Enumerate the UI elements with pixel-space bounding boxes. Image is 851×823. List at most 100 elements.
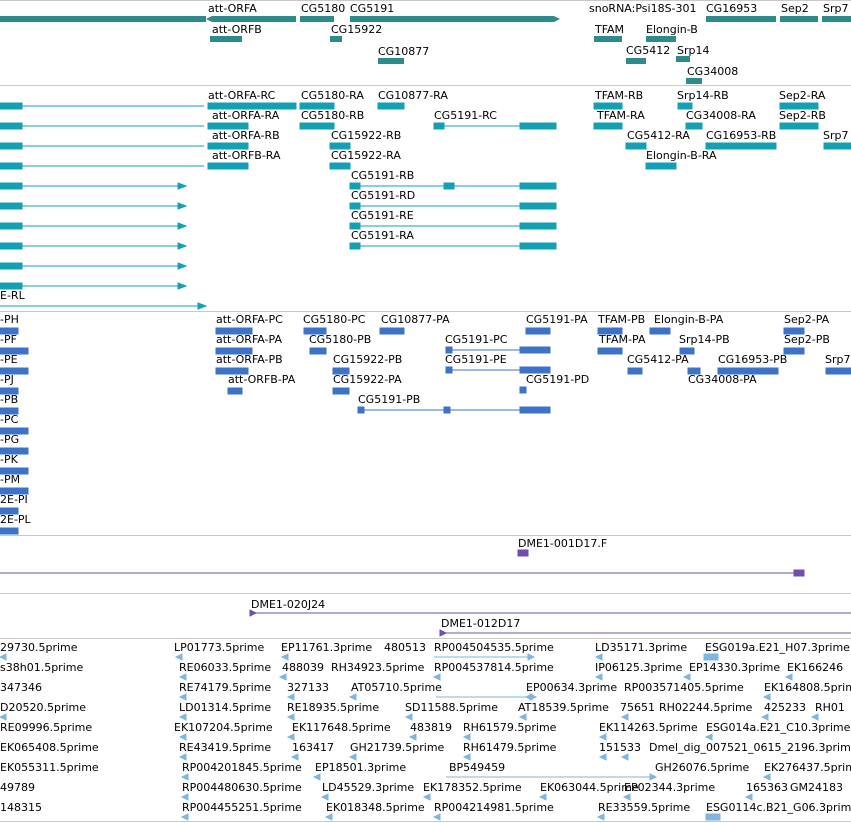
protein-label[interactable]: Sep2-PB xyxy=(784,333,830,346)
protein-label[interactable]: CG5191-PC xyxy=(445,333,508,346)
est-label[interactable]: 163417 xyxy=(292,741,334,754)
est-label[interactable]: Dmel_dig_007521_0615_2196.3prime xyxy=(649,741,851,754)
est-label[interactable]: 49789 xyxy=(0,781,35,794)
protein-label[interactable]: att-ORFA-PC xyxy=(216,313,283,326)
protein-label[interactable]: -PE xyxy=(0,353,18,366)
est-label[interactable]: 151533 xyxy=(599,741,641,754)
gene-label-cg5412[interactable]: CG5412 xyxy=(626,44,671,57)
protein-label[interactable]: CG15922-PB xyxy=(333,353,403,366)
est-label[interactable]: AT18539.5prime xyxy=(518,701,609,714)
est-label[interactable]: EK117648.5prime xyxy=(292,721,391,734)
transcript-label[interactable]: CG5180-RA xyxy=(301,89,364,102)
est-label[interactable]: RH02244.5prime xyxy=(659,701,753,714)
gene-label-elongin-b[interactable]: Elongin-B xyxy=(646,23,698,36)
est-label[interactable]: RE33559.5prime xyxy=(598,801,691,814)
transcript-label[interactable]: CG16953-RB xyxy=(706,129,777,142)
gene-label-srp7[interactable]: Srp7 xyxy=(823,2,849,15)
est-label[interactable]: 480513 xyxy=(384,641,426,654)
protein-label[interactable]: Srp7 xyxy=(825,353,851,366)
est-label[interactable]: 347346 xyxy=(0,681,42,694)
transcript-label[interactable]: CG5191-RA xyxy=(351,229,414,242)
clone-label-dme1-020j24[interactable]: DME1-020J24 xyxy=(251,598,326,611)
protein-label[interactable]: 2E-PI xyxy=(0,493,28,506)
protein-label[interactable]: CG5191-PE xyxy=(445,353,507,366)
protein-label[interactable]: CG5191-PD xyxy=(526,373,590,386)
protein-label[interactable]: -PG xyxy=(0,433,20,446)
est-label[interactable]: RP004480630.5prime xyxy=(182,781,302,794)
est-label[interactable]: D20520.5prime xyxy=(0,701,87,714)
est-label[interactable]: ESG019a.E21_H07.3prime xyxy=(705,641,850,654)
protein-label[interactable]: -PB xyxy=(0,393,19,406)
protein-label[interactable]: CG5191-PA xyxy=(526,313,588,326)
transcript-label[interactable]: att-ORFA-RA xyxy=(212,109,280,122)
gene-label-cg5191[interactable]: CG5191 xyxy=(350,2,395,15)
transcript-label[interactable]: CG15922-RA xyxy=(331,149,401,162)
est-label[interactable]: EP14330.3prime xyxy=(689,661,781,674)
est-label[interactable]: EP00634.3prime xyxy=(526,681,618,694)
gene-label-cg5180[interactable]: CG5180 xyxy=(301,2,346,15)
protein-label[interactable]: -PC xyxy=(0,413,19,426)
protein-label[interactable]: Srp14-PB xyxy=(679,333,730,346)
protein-label[interactable]: CG5412-PA xyxy=(627,353,689,366)
protein-label[interactable]: CG16953-PB xyxy=(718,353,788,366)
est-label[interactable]: RH61479.5prime xyxy=(463,741,557,754)
est-label[interactable]: RH61579.5prime xyxy=(463,721,557,734)
transcript-label[interactable]: Elongin-B-RA xyxy=(646,149,717,162)
gene-label-snorna[interactable]: snoRNA:Psi18S-301 xyxy=(589,2,697,15)
gene-label-tfam[interactable]: TFAM xyxy=(595,23,625,36)
protein-label[interactable]: CG10877-PA xyxy=(381,313,450,326)
transcript-label[interactable]: CG5191-RD xyxy=(351,189,416,202)
transcript-label[interactable]: CG5191-RB xyxy=(351,169,415,182)
transcript-label[interactable]: att-ORFA-RC xyxy=(208,89,276,102)
protein-label[interactable]: Sep2-PA xyxy=(784,313,830,326)
est-label[interactable]: RE09996.5prime xyxy=(0,721,93,734)
est-label[interactable]: EK178352.5prime xyxy=(423,781,522,794)
gene-label-cg15922[interactable]: CG15922 xyxy=(331,23,383,36)
est-label[interactable]: 483819 xyxy=(410,721,452,734)
est-label[interactable]: BP549459 xyxy=(449,761,506,774)
est-label[interactable]: SD11588.5prime xyxy=(405,701,498,714)
protein-label[interactable]: -PM xyxy=(0,473,21,486)
est-label[interactable]: 75651 xyxy=(620,701,655,714)
clone-label-dme1-012d17[interactable]: DME1-012D17 xyxy=(441,617,521,630)
est-label[interactable]: LD35171.3prime xyxy=(595,641,688,654)
est-label[interactable]: ESG014a.E21_C10.3prime xyxy=(706,721,851,734)
protein-label[interactable]: -PF xyxy=(0,333,17,346)
transcript-label[interactable]: TFAM-RB xyxy=(595,89,644,102)
est-label[interactable]: EK114263.5prime xyxy=(599,721,698,734)
gene-label-cg16953[interactable]: CG16953 xyxy=(706,2,758,15)
transcript-label[interactable]: CG10877-RA xyxy=(378,89,448,102)
est-label[interactable]: 425233 xyxy=(764,701,806,714)
transcript-label[interactable]: E-RL xyxy=(0,289,25,302)
est-label[interactable]: RE06033.5prime xyxy=(179,661,272,674)
transcript-label[interactable]: CG34008-RA xyxy=(686,109,756,122)
est-label[interactable]: GH26076.5prime xyxy=(655,761,750,774)
est-label[interactable]: RP004201845.5prime xyxy=(182,761,302,774)
est-label[interactable]: RP004504535.5prime xyxy=(434,641,554,654)
est-label[interactable]: RH01 xyxy=(815,701,845,714)
gene-label-sep2[interactable]: Sep2 xyxy=(781,2,809,15)
protein-label[interactable]: CG34008-PA xyxy=(688,373,757,386)
est-label[interactable]: EK065408.5prime xyxy=(0,741,99,754)
est-label[interactable]: s38h01.5prime xyxy=(0,661,84,674)
protein-label[interactable]: CG5191-PB xyxy=(358,393,421,406)
transcript-label[interactable]: CG5412-RA xyxy=(627,129,690,142)
protein-label[interactable]: 2E-PL xyxy=(0,513,31,526)
est-label[interactable]: EP11761.3prime xyxy=(281,641,373,654)
transcript-label[interactable]: TFAM-RA xyxy=(597,109,645,122)
est-label[interactable]: RP004537814.5prime xyxy=(434,661,554,674)
est-label[interactable]: GM24183 xyxy=(790,781,844,794)
est-label[interactable]: EK018348.5prime xyxy=(326,801,425,814)
est-label[interactable]: EK166246 xyxy=(787,661,844,674)
est-label[interactable]: RP004455251.5prime xyxy=(182,801,302,814)
est-label[interactable]: EP18501.3prime xyxy=(315,761,407,774)
transcript-label[interactable]: CG5191-RC xyxy=(434,109,497,122)
gene-label-cg10877[interactable]: CG10877 xyxy=(378,45,430,58)
est-label[interactable]: EK063044.5prime xyxy=(540,781,639,794)
protein-label[interactable]: -PH xyxy=(0,313,19,326)
protein-label[interactable]: CG5180-PB xyxy=(309,333,372,346)
gene-label-cg34008[interactable]: CG34008 xyxy=(687,65,739,78)
est-label[interactable]: EK164808.5prime xyxy=(764,681,851,694)
clone-label-dme1-001d17[interactable]: DME1-001D17.F xyxy=(518,537,608,550)
transcript-label[interactable]: CG5180-RB xyxy=(301,109,365,122)
